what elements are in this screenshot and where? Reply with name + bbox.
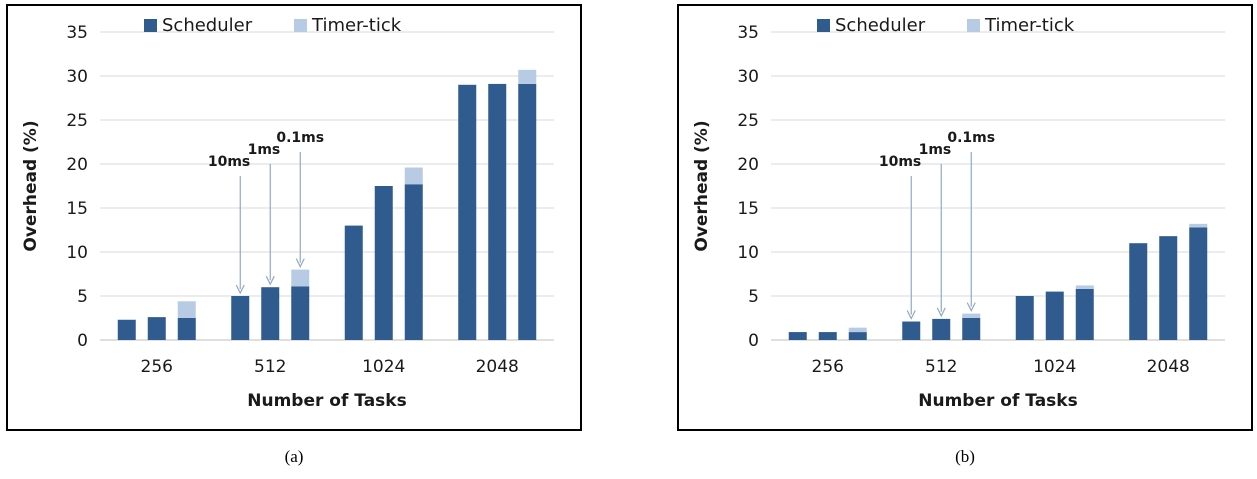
y-axis-title: Overhead (%) xyxy=(692,120,712,251)
bar-scheduler-segment xyxy=(344,225,363,340)
bar-timer-tick-segment xyxy=(848,327,867,333)
annotation-label: 1ms xyxy=(248,142,281,158)
bar-scheduler-segment xyxy=(488,83,507,341)
x-tick-label: 2048 xyxy=(1147,357,1190,377)
y-tick-label: 0 xyxy=(77,331,88,351)
y-tick-label: 15 xyxy=(737,199,759,219)
annotation-label: 0.1ms xyxy=(947,130,995,146)
bar-scheduler-segment xyxy=(291,286,310,340)
bar-scheduler-segment xyxy=(1159,236,1178,340)
legend-label: Scheduler xyxy=(835,15,926,36)
bar-scheduler-segment xyxy=(818,332,837,340)
x-tick-label: 1024 xyxy=(1033,357,1076,377)
bar-scheduler-segment xyxy=(902,321,921,340)
chart-panel-b: 0 5 10 15 20 25 30 35 Overhead (%) 256 512 1024 2048… xyxy=(677,0,1257,479)
bar-timer-tick-segment xyxy=(962,313,981,318)
annotation-arrowhead xyxy=(966,302,976,312)
bar-scheduler-segment xyxy=(1129,243,1148,340)
bar-timer-tick-segment xyxy=(1075,285,1094,289)
y-tick-label: 20 xyxy=(737,155,759,175)
x-tick-label: 2048 xyxy=(476,357,519,377)
annotation-arrowhead xyxy=(295,258,305,268)
y-tick-label: 35 xyxy=(737,23,759,43)
legend-label: Timer-tick xyxy=(984,15,1075,36)
annotation-arrowhead xyxy=(265,275,275,286)
chart-panel-a: 0 5 10 15 20 25 30 35 Overhead (%) 256 512 1024 2048… xyxy=(6,0,586,479)
y-tick-label: 30 xyxy=(737,67,759,87)
bar-timer-tick-segment xyxy=(1189,223,1208,228)
chart-frame xyxy=(6,4,582,431)
bar-scheduler-segment xyxy=(848,332,867,340)
y-tick-label: 15 xyxy=(66,199,88,219)
chart-caption: (b) xyxy=(955,447,975,466)
legend-swatch-timer-tick xyxy=(294,19,307,32)
bar-chart-a: 0 5 10 15 20 25 30 35 Overhead (%) 256 512 1024 2048… xyxy=(21,15,554,411)
bar-scheduler-segment xyxy=(1075,288,1094,340)
y-tick-label: 20 xyxy=(66,155,88,175)
annotation-arrowhead xyxy=(936,307,946,318)
x-axis-title: Number of Tasks xyxy=(918,391,1077,411)
x-tick-label: 256 xyxy=(141,357,173,377)
bar-scheduler-segment xyxy=(147,317,166,340)
x-tick-label: 1024 xyxy=(362,357,405,377)
annotation-label: 1ms xyxy=(919,142,952,158)
legend-swatch-timer-tick xyxy=(967,19,980,32)
bar-scheduler-segment xyxy=(117,319,136,340)
x-axis-title: Number of Tasks xyxy=(247,391,406,411)
legend-label: Timer-tick xyxy=(311,15,402,36)
y-tick-label: 25 xyxy=(737,111,759,131)
bar-timer-tick-segment xyxy=(518,69,537,84)
y-tick-label: 0 xyxy=(748,331,759,351)
bar-scheduler-segment xyxy=(788,332,807,340)
y-tick-label: 25 xyxy=(66,111,88,131)
bar-scheduler-segment xyxy=(1045,291,1064,340)
bar-scheduler-segment xyxy=(261,287,280,340)
annotation-arrowhead xyxy=(906,310,916,320)
bar-scheduler-segment xyxy=(177,318,196,340)
legend-label: Scheduler xyxy=(162,15,253,36)
x-tick-label: 512 xyxy=(254,357,286,377)
legend-swatch-scheduler xyxy=(144,19,157,32)
chart-frame xyxy=(677,4,1253,431)
y-tick-label: 10 xyxy=(737,243,759,263)
annotation-label: 10ms xyxy=(208,154,250,170)
bar-chart-b: 0 5 10 15 20 25 30 35 Overhead (%) 256 512 1024 2048… xyxy=(692,15,1225,411)
chart-caption: (a) xyxy=(284,447,304,466)
bar-scheduler-segment xyxy=(231,296,250,340)
bar-scheduler-segment xyxy=(1189,227,1208,340)
y-tick-label: 35 xyxy=(66,23,88,43)
bar-timer-tick-segment xyxy=(291,269,310,287)
y-tick-label: 30 xyxy=(66,67,88,87)
y-tick-label: 5 xyxy=(748,287,759,307)
x-tick-label: 256 xyxy=(812,357,844,377)
y-axis-title: Overhead (%) xyxy=(21,120,41,251)
bar-timer-tick-segment xyxy=(177,301,196,318)
annotation-arrowhead xyxy=(235,284,245,295)
bar-scheduler-segment xyxy=(962,318,981,340)
annotation-label: 10ms xyxy=(879,154,921,170)
annotation-label: 0.1ms xyxy=(276,130,324,146)
x-tick-label: 512 xyxy=(925,357,957,377)
legend-swatch-scheduler xyxy=(817,19,830,32)
bar-scheduler-segment xyxy=(932,318,951,340)
y-tick-label: 5 xyxy=(77,287,88,307)
y-tick-label: 10 xyxy=(66,243,88,263)
bar-timer-tick-segment xyxy=(404,167,423,185)
bar-scheduler-segment xyxy=(374,186,393,340)
bar-scheduler-segment xyxy=(1015,296,1034,340)
bar-scheduler-segment xyxy=(404,184,423,340)
bar-scheduler-segment xyxy=(518,83,537,341)
bar-scheduler-segment xyxy=(458,84,477,340)
